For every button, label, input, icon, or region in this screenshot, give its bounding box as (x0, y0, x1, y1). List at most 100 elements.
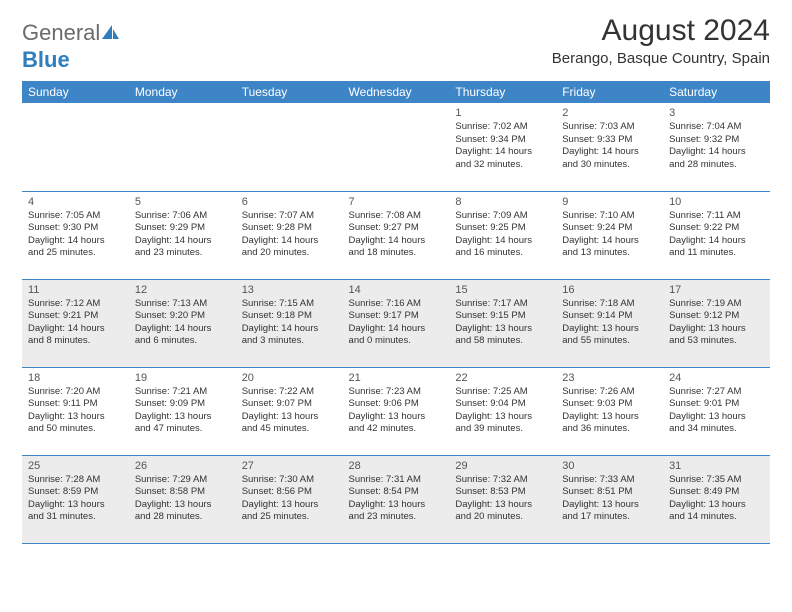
day-number: 9 (562, 195, 657, 209)
daylight-text: Daylight: 14 hours and 6 minutes. (135, 323, 230, 348)
calendar-day-cell: 24Sunrise: 7:27 AMSunset: 9:01 PMDayligh… (663, 367, 770, 455)
day-number: 26 (135, 459, 230, 473)
sunset-text: Sunset: 8:53 PM (455, 486, 550, 498)
sunrise-text: Sunrise: 7:11 AM (669, 210, 764, 222)
calendar-day-cell: 9Sunrise: 7:10 AMSunset: 9:24 PMDaylight… (556, 191, 663, 279)
weekday-col: Saturday (663, 81, 770, 103)
day-number: 30 (562, 459, 657, 473)
daylight-text: Daylight: 13 hours and 42 minutes. (349, 411, 444, 436)
sunset-text: Sunset: 9:01 PM (669, 398, 764, 410)
calendar-day-cell (129, 103, 236, 191)
calendar-body: 1Sunrise: 7:02 AMSunset: 9:34 PMDaylight… (22, 103, 770, 543)
calendar-week-row: 4Sunrise: 7:05 AMSunset: 9:30 PMDaylight… (22, 191, 770, 279)
sunrise-text: Sunrise: 7:02 AM (455, 121, 550, 133)
daylight-text: Daylight: 14 hours and 25 minutes. (28, 235, 123, 260)
calendar-day-cell: 29Sunrise: 7:32 AMSunset: 8:53 PMDayligh… (449, 455, 556, 543)
sunrise-text: Sunrise: 7:10 AM (562, 210, 657, 222)
day-number: 20 (242, 371, 337, 385)
calendar-day-cell: 11Sunrise: 7:12 AMSunset: 9:21 PMDayligh… (22, 279, 129, 367)
calendar-day-cell: 31Sunrise: 7:35 AMSunset: 8:49 PMDayligh… (663, 455, 770, 543)
sunrise-text: Sunrise: 7:03 AM (562, 121, 657, 133)
day-number: 4 (28, 195, 123, 209)
sunset-text: Sunset: 8:58 PM (135, 486, 230, 498)
brand-logo: GeneralBlue (22, 20, 122, 73)
day-number: 16 (562, 283, 657, 297)
calendar-day-cell: 15Sunrise: 7:17 AMSunset: 9:15 PMDayligh… (449, 279, 556, 367)
sunrise-text: Sunrise: 7:19 AM (669, 298, 764, 310)
sunset-text: Sunset: 9:11 PM (28, 398, 123, 410)
sunrise-text: Sunrise: 7:21 AM (135, 386, 230, 398)
day-number: 23 (562, 371, 657, 385)
header: GeneralBlue August 2024 Berango, Basque … (22, 14, 770, 73)
sunset-text: Sunset: 8:56 PM (242, 486, 337, 498)
weekday-col: Monday (129, 81, 236, 103)
day-number: 5 (135, 195, 230, 209)
calendar-day-cell (343, 103, 450, 191)
daylight-text: Daylight: 14 hours and 8 minutes. (28, 323, 123, 348)
brand-part2: Blue (22, 47, 70, 72)
sunset-text: Sunset: 9:34 PM (455, 134, 550, 146)
daylight-text: Daylight: 13 hours and 58 minutes. (455, 323, 550, 348)
daylight-text: Daylight: 14 hours and 23 minutes. (135, 235, 230, 260)
calendar-day-cell: 14Sunrise: 7:16 AMSunset: 9:17 PMDayligh… (343, 279, 450, 367)
daylight-text: Daylight: 14 hours and 32 minutes. (455, 146, 550, 171)
calendar-day-cell: 27Sunrise: 7:30 AMSunset: 8:56 PMDayligh… (236, 455, 343, 543)
day-number: 25 (28, 459, 123, 473)
sunrise-text: Sunrise: 7:27 AM (669, 386, 764, 398)
sunset-text: Sunset: 9:30 PM (28, 222, 123, 234)
calendar-page: GeneralBlue August 2024 Berango, Basque … (0, 0, 792, 558)
day-number: 11 (28, 283, 123, 297)
calendar-day-cell: 8Sunrise: 7:09 AMSunset: 9:25 PMDaylight… (449, 191, 556, 279)
day-number: 13 (242, 283, 337, 297)
sunrise-text: Sunrise: 7:04 AM (669, 121, 764, 133)
weekday-col: Tuesday (236, 81, 343, 103)
daylight-text: Daylight: 14 hours and 18 minutes. (349, 235, 444, 260)
daylight-text: Daylight: 14 hours and 3 minutes. (242, 323, 337, 348)
calendar-day-cell (22, 103, 129, 191)
sunrise-text: Sunrise: 7:22 AM (242, 386, 337, 398)
calendar-day-cell: 4Sunrise: 7:05 AMSunset: 9:30 PMDaylight… (22, 191, 129, 279)
calendar-day-cell: 6Sunrise: 7:07 AMSunset: 9:28 PMDaylight… (236, 191, 343, 279)
sunset-text: Sunset: 9:17 PM (349, 310, 444, 322)
sunset-text: Sunset: 9:25 PM (455, 222, 550, 234)
sunset-text: Sunset: 9:27 PM (349, 222, 444, 234)
day-number: 6 (242, 195, 337, 209)
sunrise-text: Sunrise: 7:30 AM (242, 474, 337, 486)
daylight-text: Daylight: 13 hours and 55 minutes. (562, 323, 657, 348)
calendar-day-cell (236, 103, 343, 191)
calendar-day-cell: 23Sunrise: 7:26 AMSunset: 9:03 PMDayligh… (556, 367, 663, 455)
daylight-text: Daylight: 13 hours and 20 minutes. (455, 499, 550, 524)
sunrise-text: Sunrise: 7:05 AM (28, 210, 123, 222)
day-number: 2 (562, 106, 657, 120)
calendar-day-cell: 20Sunrise: 7:22 AMSunset: 9:07 PMDayligh… (236, 367, 343, 455)
day-number: 19 (135, 371, 230, 385)
daylight-text: Daylight: 13 hours and 23 minutes. (349, 499, 444, 524)
sunset-text: Sunset: 9:12 PM (669, 310, 764, 322)
daylight-text: Daylight: 13 hours and 45 minutes. (242, 411, 337, 436)
sunset-text: Sunset: 9:20 PM (135, 310, 230, 322)
calendar-day-cell: 7Sunrise: 7:08 AMSunset: 9:27 PMDaylight… (343, 191, 450, 279)
daylight-text: Daylight: 14 hours and 13 minutes. (562, 235, 657, 260)
daylight-text: Daylight: 14 hours and 28 minutes. (669, 146, 764, 171)
sunrise-text: Sunrise: 7:33 AM (562, 474, 657, 486)
sunrise-text: Sunrise: 7:35 AM (669, 474, 764, 486)
day-number: 3 (669, 106, 764, 120)
day-number: 1 (455, 106, 550, 120)
day-number: 18 (28, 371, 123, 385)
weekday-header: Sunday Monday Tuesday Wednesday Thursday… (22, 81, 770, 103)
logo-sail-icon (102, 21, 120, 47)
weekday-col: Wednesday (343, 81, 450, 103)
sunrise-text: Sunrise: 7:07 AM (242, 210, 337, 222)
sunrise-text: Sunrise: 7:16 AM (349, 298, 444, 310)
sunset-text: Sunset: 9:04 PM (455, 398, 550, 410)
sunset-text: Sunset: 9:24 PM (562, 222, 657, 234)
day-number: 8 (455, 195, 550, 209)
sunset-text: Sunset: 9:09 PM (135, 398, 230, 410)
sunrise-text: Sunrise: 7:08 AM (349, 210, 444, 222)
calendar-day-cell: 18Sunrise: 7:20 AMSunset: 9:11 PMDayligh… (22, 367, 129, 455)
sunrise-text: Sunrise: 7:29 AM (135, 474, 230, 486)
location-text: Berango, Basque Country, Spain (552, 50, 770, 67)
daylight-text: Daylight: 14 hours and 0 minutes. (349, 323, 444, 348)
day-number: 7 (349, 195, 444, 209)
calendar-day-cell: 2Sunrise: 7:03 AMSunset: 9:33 PMDaylight… (556, 103, 663, 191)
